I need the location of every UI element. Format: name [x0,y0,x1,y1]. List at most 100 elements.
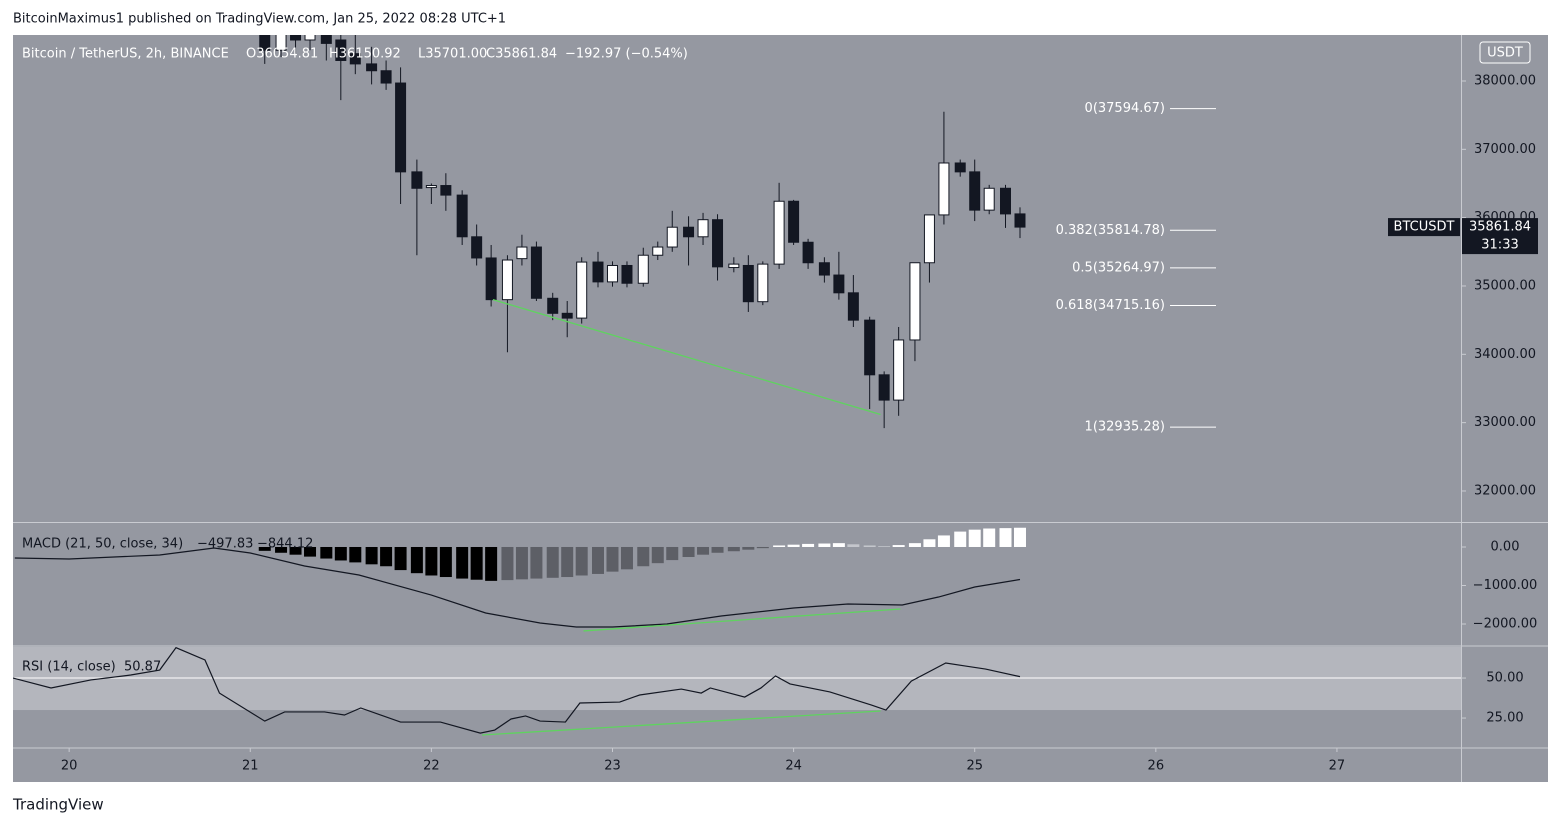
x-tick-label: 25 [966,759,983,774]
candle-body [954,162,966,173]
histogram-bar [863,545,876,547]
histogram-bar [561,546,574,578]
histogram-bar [546,546,559,578]
candle-body [683,226,695,238]
x-tick-label: 21 [242,759,259,774]
candle-body [485,257,497,301]
indicator-value: −844.12 [257,537,313,552]
indicator-title: MACD (21, 50, close, 34) [22,537,183,552]
countdown: 31:33 [1481,238,1518,253]
candle-body [320,35,332,44]
candle-body [561,312,573,319]
candle-body [728,263,740,269]
currency-label[interactable]: USDT [1487,46,1523,61]
histogram-bar [773,545,786,547]
histogram-bar [425,546,438,576]
candle-body [471,236,483,259]
candle-body [833,274,845,294]
y-tick-label: 37000.00 [1474,142,1536,157]
histogram-bar [999,528,1012,547]
candle-body [516,246,528,260]
histogram-bar [380,546,393,567]
ohlc-value: H36150.92 [329,47,401,62]
histogram-bar [304,546,317,557]
candle-body [757,263,769,303]
candle-body [456,194,468,238]
candle-body [969,171,981,211]
candle-body [606,264,618,283]
candle-body [335,39,347,61]
candle-body [909,262,921,341]
candle-body [742,264,754,303]
brand: TradingView [12,796,104,814]
indicator-value: −497.83 [197,537,253,552]
divergence-line [482,710,881,736]
x-tick-label: 24 [785,759,802,774]
ohlc-value: L35701.00 [418,47,487,62]
x-tick-label: 22 [423,759,440,774]
candle-body [923,214,935,264]
histogram-bar [756,546,769,549]
histogram-bar [485,546,498,581]
histogram-bar [394,546,407,571]
y-tick-label: 33000.00 [1474,415,1536,430]
ohlc-value: C35861.84 [486,47,557,62]
histogram-bar [515,546,528,580]
histogram-bar [711,546,724,553]
histogram-bar [1013,527,1026,547]
price-tag [1462,218,1538,255]
indicator-value: 50.87 [124,660,161,675]
ohlc-value: −192.97 (−0.54%) [565,47,688,62]
histogram-bar [289,546,302,555]
histogram-bar [349,546,362,563]
candle-body [576,261,588,319]
histogram-bar [937,535,950,547]
candle-body [304,35,316,41]
y-tick-label: 0.00 [1491,539,1520,554]
histogram-bar [954,531,967,547]
candle-body [425,185,437,189]
histogram-bar [410,546,423,574]
price-pane [259,35,1216,429]
histogram-bar [530,546,543,579]
candle-body [411,171,423,189]
symbol-tag [1388,218,1460,237]
histogram-bar [501,546,514,581]
y-tick-label: 32000.00 [1474,483,1536,498]
y-tick-label: −1000.00 [1473,578,1538,593]
histogram-bar [832,543,845,547]
histogram-bar [606,546,619,572]
x-tick-label: 23 [604,759,621,774]
candle-body [592,261,604,283]
candle-body [847,292,859,321]
candle-body [547,297,559,314]
histogram-bar [697,546,710,555]
candle-body [788,200,800,243]
candle-body [802,241,814,264]
histogram-bar [878,546,891,547]
candle-body [712,219,724,268]
histogram-bar [620,546,633,570]
fib-label: 0(37594.67) [1085,101,1165,116]
symbol-label: BTCUSDT [1394,220,1455,235]
x-tick-label: 26 [1148,759,1165,774]
candle-body [652,246,664,256]
ohlc-value: O36054.81 [246,47,318,62]
candle-body [501,259,513,301]
histogram-bar [275,546,288,553]
attribution: BitcoinMaximus1 published on TradingView… [13,12,506,27]
candle-body [349,53,361,65]
histogram-bar [983,528,996,547]
indicator-title: RSI (14, close) [22,660,116,675]
histogram-bar [787,544,800,547]
macd-pane [14,527,1026,632]
histogram-bar [334,546,347,561]
candle-body [773,200,785,265]
histogram-bar [439,546,452,578]
histogram-bar [651,546,664,564]
y-tick-label: 38000.00 [1474,73,1536,88]
currency-badge[interactable] [1479,41,1531,64]
histogram-bar [591,546,604,574]
histogram-bar [892,545,905,547]
